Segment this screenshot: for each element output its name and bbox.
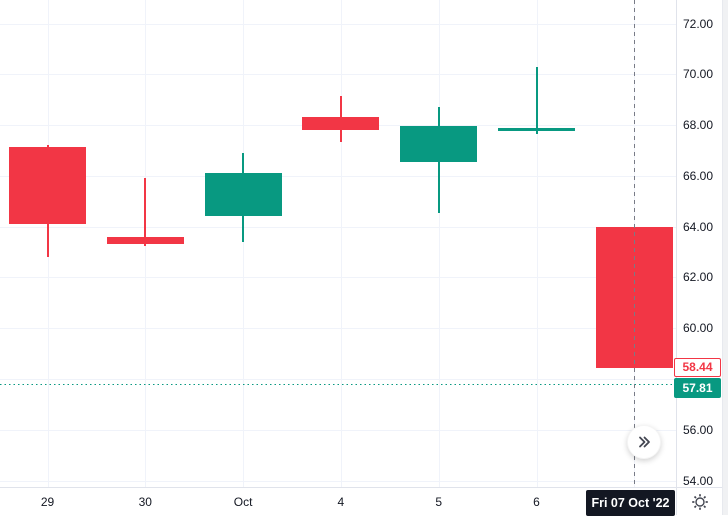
v-gridline: [341, 0, 342, 487]
price-tick-label: 70.00: [683, 67, 714, 82]
gear-icon: [691, 493, 708, 510]
h-gridline: [0, 175, 676, 177]
candle-body: [106, 236, 184, 245]
h-gridline: [0, 378, 676, 380]
crosshair-date-label: Fri 07 Oct '22: [586, 490, 675, 516]
h-gridline: [0, 328, 676, 330]
price-tick-label: 66.00: [683, 168, 714, 183]
v-gridline: [48, 0, 49, 487]
time-tick-label: 29: [40, 494, 55, 509]
candle-wick: [144, 178, 147, 246]
time-tick-label: 6: [533, 494, 540, 509]
axis-corner: [676, 487, 722, 515]
price-tick-label: 68.00: [683, 118, 714, 133]
price-tick-label: 72.00: [683, 16, 714, 31]
v-gridline: [439, 0, 440, 487]
price-label-last: 57.81: [674, 377, 721, 398]
goto-realtime-button[interactable]: [627, 425, 661, 459]
time-tick-label: 5: [435, 494, 443, 509]
candle-body: [498, 127, 575, 132]
price-tick-label: 56.00: [683, 422, 714, 437]
right-edge-strip: [722, 0, 728, 515]
price-tick-label: 60.00: [683, 321, 714, 336]
price-tick-label: 62.00: [683, 270, 714, 285]
h-gridline: [0, 429, 676, 431]
crosshair-vline: [633, 0, 635, 487]
price-pane[interactable]: [0, 0, 676, 487]
h-gridline: [0, 23, 676, 25]
price-label-close: 58.44: [674, 358, 721, 378]
time-tick-label: Oct: [233, 494, 253, 509]
axis-settings-button[interactable]: [689, 491, 711, 513]
candle-wick: [535, 66, 538, 134]
time-tick-label: 4: [337, 494, 345, 509]
v-gridline: [243, 0, 244, 487]
candle-body: [204, 173, 282, 217]
candle-body: [302, 117, 380, 131]
price-tick-label: 64.00: [683, 219, 714, 234]
v-gridline: [537, 0, 538, 487]
chevron-double-right-icon: [639, 436, 650, 448]
price-tick-label: 54.00: [683, 473, 714, 488]
candle-body: [400, 126, 478, 162]
h-gridline: [0, 480, 676, 482]
time-axis[interactable]: Fri 07 Oct '22 29 30 Oct 4 5 6: [0, 487, 676, 516]
h-gridline: [0, 226, 676, 228]
h-gridline: [0, 74, 676, 76]
price-axis[interactable]: 58.44 57.81 72.00 70.00 68.00 66.00 64.00 62.…: [674, 0, 723, 488]
last-price-line: [0, 384, 676, 385]
h-gridline: [0, 277, 676, 279]
candle-body: [9, 146, 86, 225]
time-tick-label: 30: [138, 494, 152, 509]
